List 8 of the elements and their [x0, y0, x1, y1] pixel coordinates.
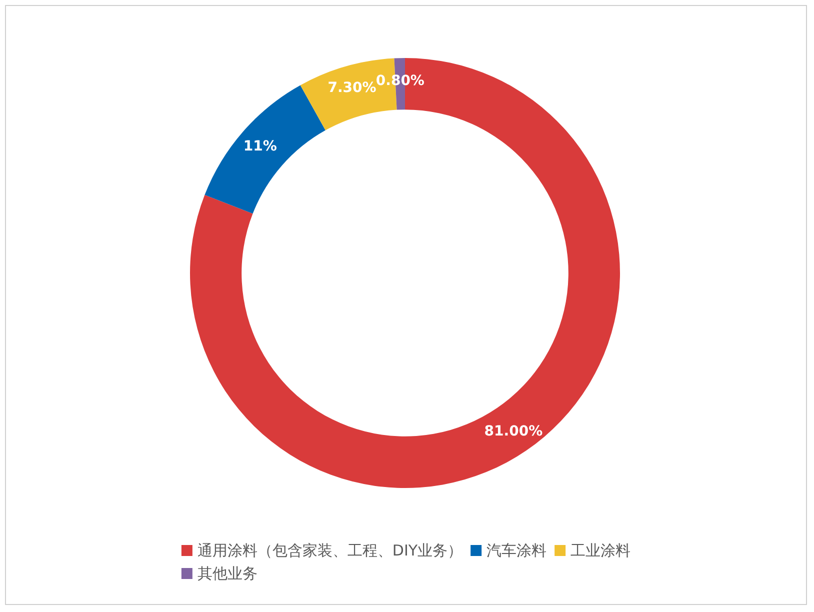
data-label: 81.00% — [484, 424, 543, 440]
data-label: 7.30% — [328, 80, 376, 96]
legend-label: 其他业务 — [197, 564, 258, 582]
data-label: 0.80% — [376, 72, 424, 89]
legend-label: 汽车涂料 — [486, 542, 547, 560]
data-label: 11% — [243, 138, 277, 155]
legend-label: 工业涂料 — [570, 542, 631, 560]
legend-label: 通用涂料（包含家装、工程、DIY业务） — [197, 542, 463, 560]
